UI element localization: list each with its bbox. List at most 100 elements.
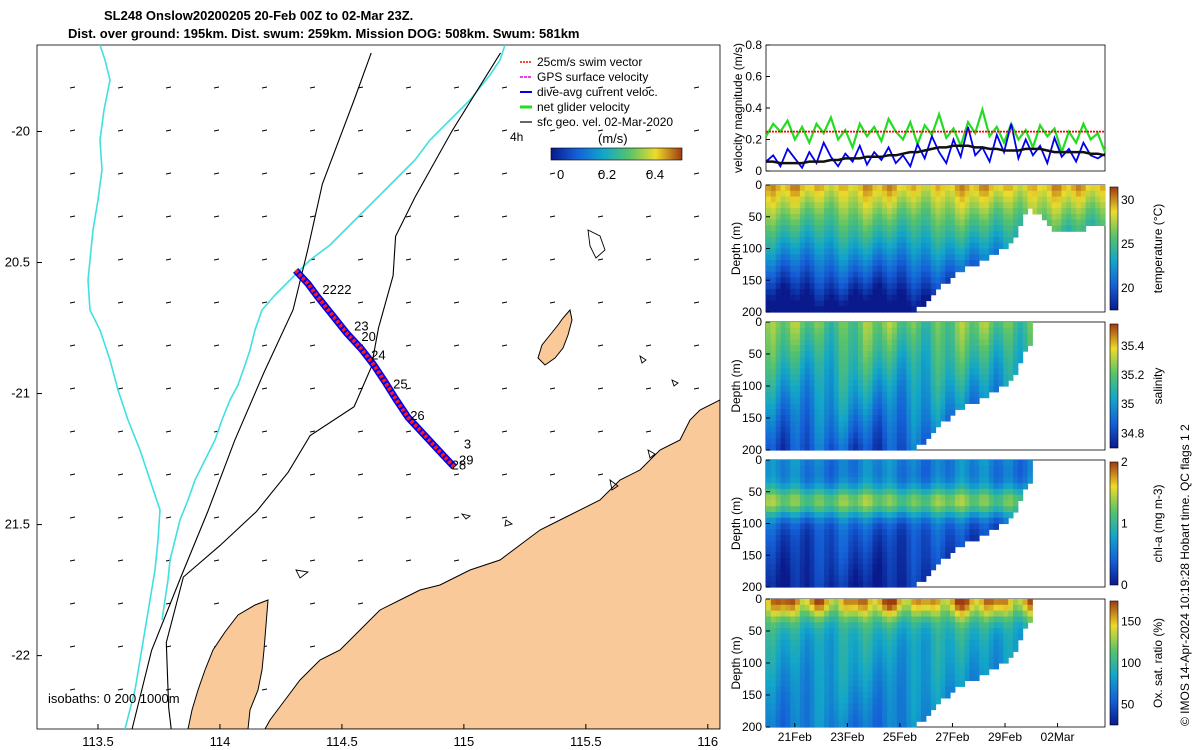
- profile-ytick-label: 100: [742, 379, 762, 393]
- profile-cell: [833, 438, 840, 445]
- profile-cell: [824, 535, 830, 542]
- profile-cell: [809, 563, 815, 571]
- profile-cell: [906, 288, 912, 296]
- profile-cell: [790, 715, 796, 722]
- profile-cell: [945, 351, 951, 358]
- profile-cell: [969, 254, 975, 261]
- map-ytick-label: 20.5: [5, 255, 30, 270]
- profile-cell: [925, 386, 932, 393]
- profile-cell: [954, 540, 961, 548]
- profile-cell: [877, 663, 883, 670]
- profile-cell: [780, 356, 786, 364]
- profile-cell: [896, 271, 903, 278]
- profile-cell: [858, 715, 864, 722]
- profile-cell: [950, 386, 956, 393]
- profile-cell: [983, 616, 990, 623]
- profile-cell: [935, 692, 941, 699]
- profile-cell: [867, 248, 874, 255]
- profile-cell: [766, 288, 772, 296]
- profile-cell: [983, 494, 990, 501]
- profile-cell: [795, 202, 801, 209]
- profile-cell: [921, 477, 927, 484]
- profile-cell: [983, 368, 990, 375]
- profile-cell: [848, 397, 854, 404]
- profile-cell: [979, 368, 985, 375]
- profile-cell: [829, 397, 835, 404]
- profile-cell: [833, 465, 840, 473]
- profile-cell: [872, 512, 878, 519]
- profile-cell: [935, 558, 941, 565]
- profile-cell: [896, 322, 903, 329]
- profile-cell: [1037, 185, 1043, 192]
- profile-cell: [887, 202, 893, 209]
- profile-cell: [838, 697, 844, 705]
- profile-cell: [1003, 327, 1009, 335]
- profile-cell: [829, 599, 835, 606]
- profile-cell: [833, 444, 840, 451]
- profile-cell: [916, 196, 922, 203]
- profile-cell: [964, 460, 970, 467]
- profile-cell: [916, 374, 922, 381]
- profile-cell: [853, 569, 859, 577]
- profile-cell: [945, 386, 951, 393]
- profile-cell: [780, 563, 786, 571]
- profile-cell: [824, 523, 830, 530]
- profile-cell: [906, 391, 912, 399]
- profile-cell: [896, 663, 903, 670]
- profile-cell: [848, 196, 854, 203]
- profile-cell: [829, 444, 835, 451]
- profile-cell: [1008, 213, 1014, 221]
- profile-cell: [848, 668, 854, 676]
- profile-cell: [1008, 219, 1014, 226]
- profile-cell: [1008, 628, 1014, 635]
- profile-cell: [770, 237, 777, 244]
- profile-cell: [795, 260, 801, 267]
- profile-cell: [959, 680, 966, 687]
- profile-cell: [998, 190, 1004, 198]
- profile-cell: [964, 351, 970, 358]
- profile-cell: [785, 271, 791, 278]
- profile-cell: [775, 260, 782, 267]
- profile-cell: [843, 535, 849, 542]
- profile-cell: [872, 483, 878, 490]
- profile-cell: [1075, 225, 1082, 232]
- profile-cell: [901, 558, 907, 565]
- profile-cell: [795, 506, 801, 513]
- profile-cell: [790, 283, 796, 290]
- profile-cell: [882, 512, 888, 519]
- profile-cell: [911, 356, 917, 364]
- profile-cell: [916, 610, 922, 617]
- profile-cell: [853, 488, 859, 496]
- profile-cell: [872, 403, 878, 410]
- profile-cell: [867, 409, 874, 416]
- profile-cell: [921, 277, 927, 284]
- profile-cell: [799, 721, 806, 728]
- profile-cell: [969, 327, 975, 335]
- profile-cell: [925, 645, 932, 652]
- profile-cell: [896, 362, 903, 370]
- profile-cell: [790, 639, 796, 647]
- profile-cell: [780, 254, 786, 261]
- profile-cell: [848, 242, 854, 250]
- profile-cell: [799, 386, 806, 393]
- profile-cell: [804, 692, 811, 699]
- profile-cell: [1008, 465, 1014, 473]
- profile-cell: [799, 362, 806, 370]
- profile-cell: [974, 610, 980, 617]
- profile-cell: [901, 563, 907, 571]
- profile-cell: [819, 213, 825, 221]
- profile-cell: [887, 500, 893, 507]
- profile-cell: [940, 219, 946, 226]
- profile-cell: [872, 546, 878, 553]
- profile-cell: [911, 622, 917, 629]
- profile-cell: [862, 374, 869, 381]
- profile-cell: [925, 488, 932, 496]
- profile-cell: [838, 523, 844, 530]
- profile-cell: [799, 444, 806, 451]
- profile-cell: [858, 362, 864, 370]
- profile-cell: [896, 686, 903, 693]
- profile-cell: [819, 415, 825, 422]
- profile-cell: [911, 237, 917, 244]
- profile-cell: [853, 356, 859, 364]
